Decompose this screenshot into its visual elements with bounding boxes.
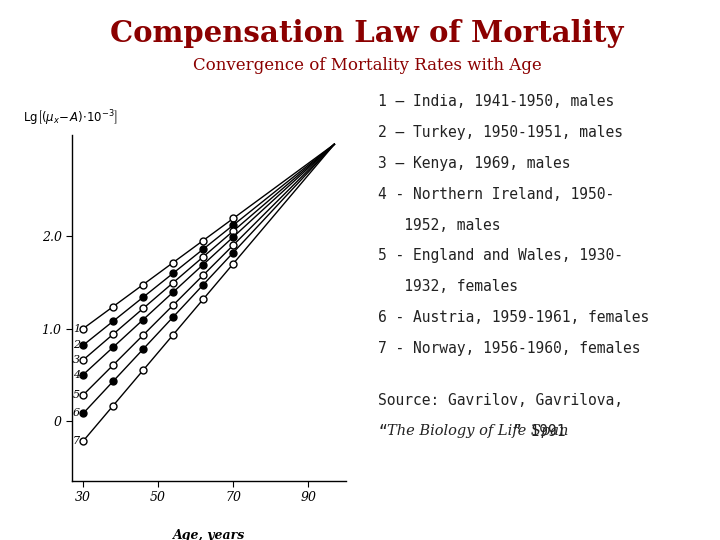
Text: 6: 6: [73, 408, 80, 418]
Text: 4: 4: [73, 369, 80, 380]
Text: Convergence of Mortality Rates with Age: Convergence of Mortality Rates with Age: [193, 57, 541, 73]
Text: 2 – Turkey, 1950-1951, males: 2 – Turkey, 1950-1951, males: [378, 125, 623, 140]
Text: 4 - Northern Ireland, 1950-: 4 - Northern Ireland, 1950-: [378, 187, 614, 202]
Text: The Biology of Life Span: The Biology of Life Span: [387, 424, 568, 438]
Text: 1 – India, 1941-1950, males: 1 – India, 1941-1950, males: [378, 94, 614, 110]
Text: 3: 3: [73, 355, 80, 365]
Text: 5: 5: [73, 390, 80, 400]
Text: 1932, females: 1932, females: [378, 279, 518, 294]
Text: 7 - Norway, 1956-1960, females: 7 - Norway, 1956-1960, females: [378, 341, 641, 356]
Text: Age, years: Age, years: [173, 529, 245, 540]
Text: 1952, males: 1952, males: [378, 218, 500, 233]
Text: 2: 2: [73, 340, 80, 350]
Text: ” 1991: ” 1991: [513, 424, 565, 439]
Text: 1: 1: [73, 323, 80, 334]
Text: 3 – Kenya, 1969, males: 3 – Kenya, 1969, males: [378, 156, 570, 171]
Text: Source: Gavrilov, Gavrilova,: Source: Gavrilov, Gavrilova,: [378, 393, 623, 408]
Text: Compensation Law of Mortality: Compensation Law of Mortality: [110, 19, 624, 48]
Text: “: “: [378, 424, 387, 439]
Text: 5 - England and Wales, 1930-: 5 - England and Wales, 1930-: [378, 248, 623, 264]
Text: $\mathsf{Lg}\left[(\mu_x\!-\!A)\!\cdot\!10^{-3}\right]$: $\mathsf{Lg}\left[(\mu_x\!-\!A)\!\cdot\!…: [23, 109, 118, 128]
Text: 6 - Austria, 1959-1961, females: 6 - Austria, 1959-1961, females: [378, 310, 649, 325]
Text: 7: 7: [73, 436, 80, 446]
